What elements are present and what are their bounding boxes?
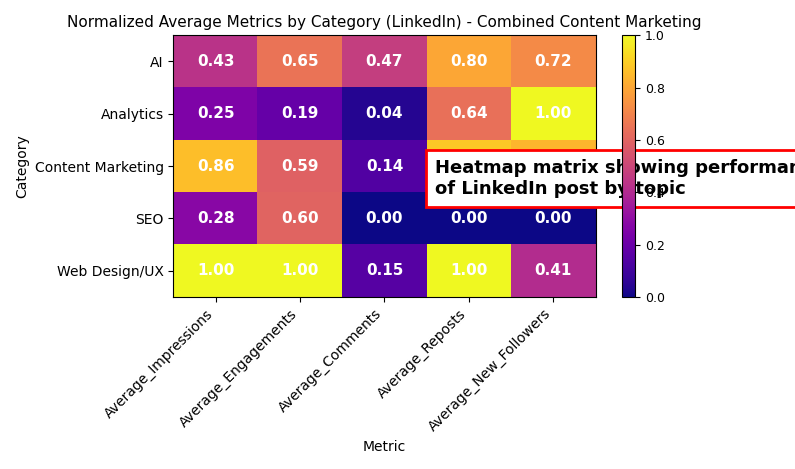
Text: 0.80: 0.80 (450, 54, 487, 69)
Text: 1.00: 1.00 (281, 263, 319, 278)
Text: 0.19: 0.19 (281, 106, 319, 121)
Text: 0.89: 0.89 (450, 159, 487, 174)
Text: 0.41: 0.41 (534, 263, 572, 278)
Text: 0.15: 0.15 (366, 263, 403, 278)
Text: 1.00: 1.00 (450, 263, 487, 278)
Text: 0.00: 0.00 (534, 211, 572, 226)
Text: 0.84: 0.84 (534, 159, 572, 174)
Text: 0.04: 0.04 (366, 106, 403, 121)
Text: 1.00: 1.00 (197, 263, 235, 278)
Text: 0.47: 0.47 (366, 54, 403, 69)
Text: Heatmap matrix showing performance
of LinkedIn post by topic: Heatmap matrix showing performance of Li… (435, 159, 795, 197)
Text: 1.00: 1.00 (534, 106, 572, 121)
Text: 0.00: 0.00 (366, 211, 403, 226)
Text: 0.64: 0.64 (450, 106, 487, 121)
Text: 0.60: 0.60 (281, 211, 319, 226)
Y-axis label: Category: Category (15, 134, 29, 198)
Text: 0.43: 0.43 (197, 54, 235, 69)
Text: 0.65: 0.65 (281, 54, 319, 69)
Title: Normalized Average Metrics by Category (LinkedIn) - Combined Content Marketing: Normalized Average Metrics by Category (… (68, 15, 702, 30)
Text: 0.86: 0.86 (197, 159, 235, 174)
X-axis label: Metric: Metric (363, 440, 406, 454)
Text: 0.14: 0.14 (366, 159, 403, 174)
Text: 0.59: 0.59 (281, 159, 319, 174)
Text: 0.25: 0.25 (197, 106, 235, 121)
Text: 0.72: 0.72 (534, 54, 572, 69)
Text: 0.00: 0.00 (450, 211, 487, 226)
Text: 0.28: 0.28 (197, 211, 235, 226)
